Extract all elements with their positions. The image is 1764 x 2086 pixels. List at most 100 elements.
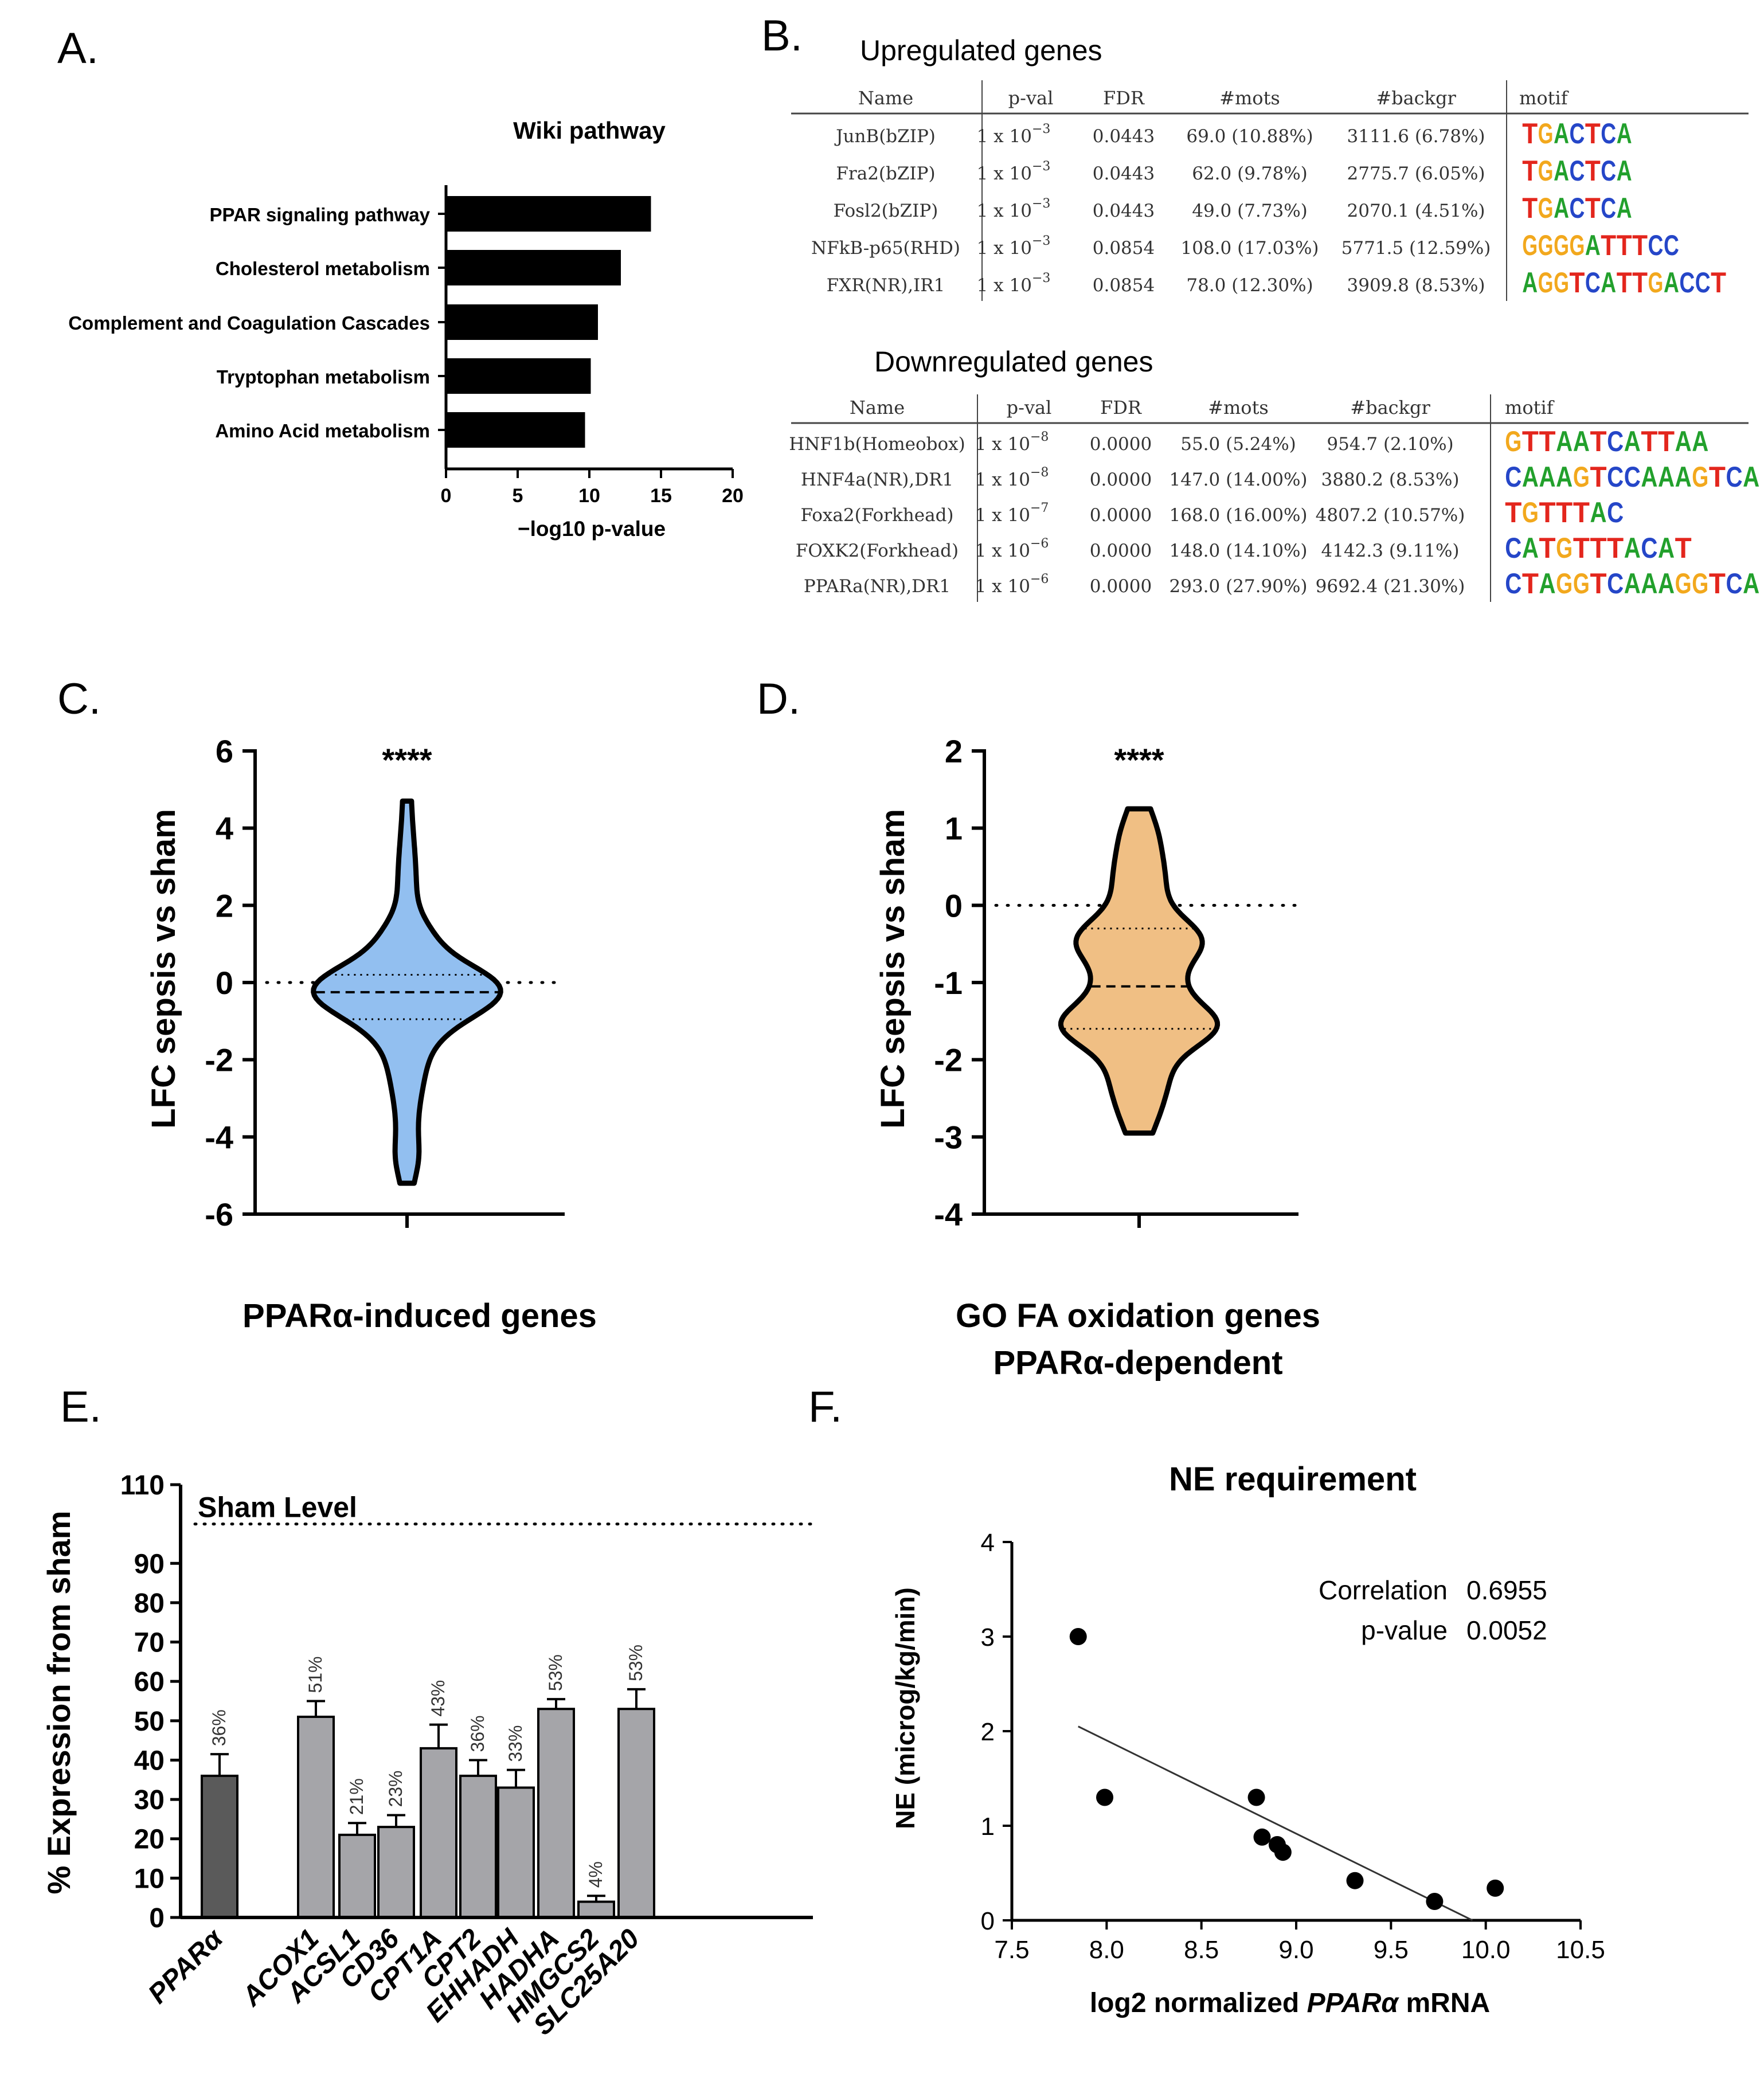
backgr-value: 2070.1 (4.51%) <box>1347 201 1485 221</box>
violin-shape <box>1058 806 1221 1136</box>
scatter-point <box>1274 1844 1292 1861</box>
motif-letter: T <box>1641 425 1657 457</box>
motif-letter: T <box>1658 425 1675 457</box>
panel-label-c: C. <box>57 675 101 723</box>
stat-value: 0.6955 <box>1466 1575 1547 1605</box>
p-value-exponent: −6 <box>1030 572 1049 586</box>
motif-letter: A <box>1554 192 1569 224</box>
percent-label: 53% <box>545 1654 566 1691</box>
table-header-cell: motif <box>1519 87 1569 109</box>
motif-letter: A <box>1624 425 1641 457</box>
panel-a-chart: Wiki pathway PPAR signaling pathway Chole… <box>68 117 744 541</box>
motif-letter: C <box>1505 532 1522 564</box>
motif-letter: G <box>1569 229 1585 261</box>
up-table-title: Upregulated genes <box>860 34 1102 66</box>
scatter-point <box>1426 1893 1444 1910</box>
motif-letter: A <box>1556 461 1573 493</box>
p-value-base: 1 x 10 <box>975 469 1030 490</box>
motif-letter: A <box>1617 155 1632 187</box>
motif-letter: T <box>1601 229 1616 261</box>
backgr-value: 4142.3 (9.11%) <box>1321 541 1460 561</box>
table-row: Fra2(bZIP) 1 x 10−3 0.0443 62.0 (9.78%) 2775… <box>836 155 1632 187</box>
significance-marker: **** <box>382 742 432 778</box>
percent-label: 4% <box>585 1861 606 1888</box>
table-header-cell: #backgr <box>1350 397 1430 418</box>
p-value-base: 1 x 10 <box>977 275 1032 296</box>
motif-letter: C <box>1695 267 1711 299</box>
motif-letter: T <box>1573 496 1590 529</box>
motif-letter: C <box>1601 192 1616 224</box>
table-row: HNF4a(NR),DR1 1 x 10−8 0.0000 147.0 (14.00%… <box>801 461 1759 493</box>
backgr-value: 4807.2 (10.57%) <box>1316 505 1465 526</box>
motif-letter: T <box>1617 267 1632 299</box>
motif-name: JunB(bZIP) <box>834 126 936 147</box>
motif-letter: C <box>1505 568 1522 600</box>
motif-letter: C <box>1601 155 1616 187</box>
motif-letter: G <box>1505 425 1522 457</box>
x-tick-label: 15 <box>650 485 672 507</box>
motif-letter: C <box>1664 229 1679 261</box>
y-tick-label: 4 <box>216 811 233 847</box>
y-tick-label: 0 <box>216 965 233 1001</box>
motif-letter: A <box>1675 425 1692 457</box>
motif-letter: T <box>1617 229 1632 261</box>
motif-letter: T <box>1585 155 1601 187</box>
motif-letter: T <box>1632 267 1648 299</box>
percent-label: 36% <box>467 1715 488 1752</box>
y-tick-label: 10 <box>134 1864 165 1894</box>
motif-letter: A <box>1522 461 1539 493</box>
p-value-exponent: −6 <box>1030 537 1049 551</box>
motif-letter: A <box>1624 568 1641 600</box>
pathway-bar <box>446 250 621 285</box>
motif-letter: T <box>1522 192 1538 224</box>
y-tick-label: 0 <box>149 1903 165 1934</box>
y-tick-label: 4 <box>981 1529 995 1557</box>
p-value-base: 1 x 10 <box>977 238 1032 259</box>
regression-line <box>1078 1725 1473 1921</box>
motif-letter: A <box>1658 568 1675 600</box>
y-tick-label: -6 <box>205 1196 233 1232</box>
y-tick-label: 20 <box>134 1825 165 1855</box>
panel-c-chart: 6 4 2 0 -2 -4 -6 **** LFC sepsis vs sham PPARα-… <box>145 733 597 1334</box>
pathway-bar <box>446 304 598 340</box>
motif-letter: G <box>1648 267 1664 299</box>
gene-label: PPARα <box>142 1923 229 2010</box>
panel-c-y-label: LFC sepsis vs sham <box>145 809 182 1129</box>
p-value: 1 x 10−8 <box>975 430 1049 455</box>
mots-value: 62.0 (9.78%) <box>1192 163 1308 184</box>
percent-label: 33% <box>505 1725 526 1762</box>
motif-letter: C <box>1607 568 1624 600</box>
pathway-label: Complement and Coagulation Cascades <box>68 312 430 334</box>
motif-letter: C <box>1726 461 1742 493</box>
stat-value: 0.0052 <box>1466 1615 1547 1645</box>
mots-value: 147.0 (14.00%) <box>1170 469 1308 490</box>
expression-bar <box>420 1747 457 1919</box>
motif-letter: G <box>1556 532 1573 564</box>
table-row: FXR(NR),IR1 1 x 10−3 0.0854 78.0 (12.30%) 39… <box>827 267 1726 299</box>
motif-letter: A <box>1617 192 1632 224</box>
motif-letter: A <box>1658 461 1675 493</box>
p-value-base: 1 x 10 <box>977 163 1032 184</box>
backgr-value: 954.7 (2.10%) <box>1327 434 1453 455</box>
panel-label-f: F. <box>808 1383 842 1431</box>
expression-bar <box>497 1786 535 1919</box>
table-row: FOXK2(Forkhead) 1 x 10−6 0.0000 148.0 (14.1… <box>796 532 1692 564</box>
motif-name: FXR(NR),IR1 <box>827 275 945 296</box>
motif-letter: T <box>1585 118 1601 150</box>
panel-d-x-label-line-2: PPARα-dependent <box>993 1344 1282 1381</box>
p-value: 1 x 10−8 <box>975 465 1049 490</box>
panel-b-table: Upregulated genes Name p-val FDR #mots #back… <box>789 34 1759 602</box>
motif-letter: T <box>1590 461 1606 493</box>
fdr-value: 0.0854 <box>1093 275 1155 296</box>
motif-letter: G <box>1573 461 1590 493</box>
motif-letter: C <box>1679 267 1695 299</box>
expression-bar <box>617 1708 655 1919</box>
panel-a-x-label: −log10 p-value <box>518 517 666 541</box>
p-value: 1 x 10−3 <box>977 234 1051 259</box>
p-value-exponent: −7 <box>1030 501 1049 515</box>
table-row: Fosl2(bZIP) 1 x 10−3 0.0443 49.0 (7.73%) 207… <box>834 192 1632 224</box>
x-tick-label: 9.5 <box>1374 1936 1409 1964</box>
x-tick-label: 10.5 <box>1556 1936 1605 1964</box>
